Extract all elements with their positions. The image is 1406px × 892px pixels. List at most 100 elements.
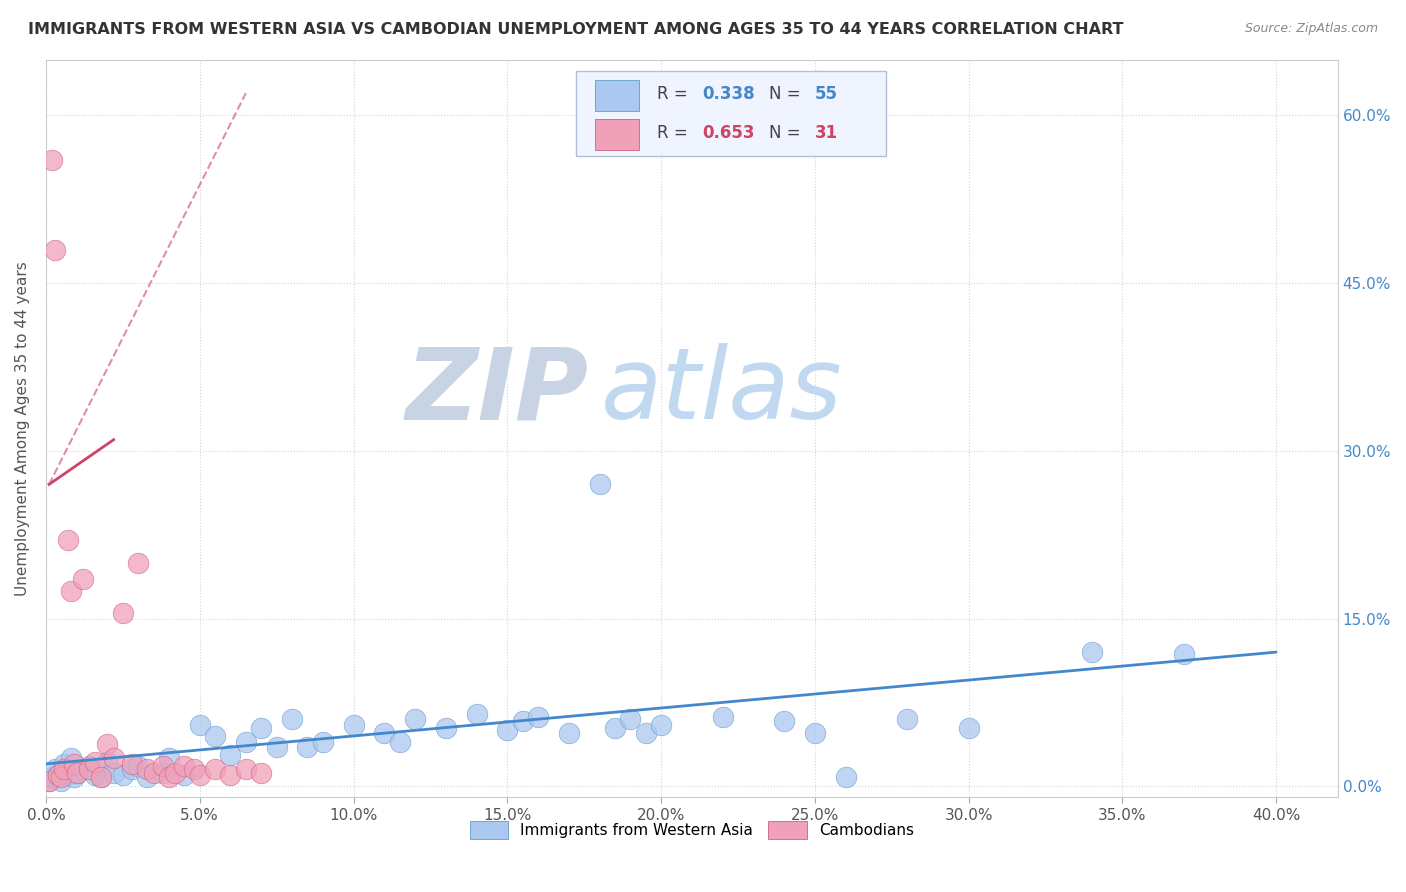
Point [152, 759, 174, 773]
Point [121, 763, 143, 777]
Text: N =: N = [769, 124, 806, 142]
Point [77, 763, 100, 777]
Point [44, 243, 66, 257]
Point [157, 770, 180, 784]
Point [136, 763, 159, 777]
Point [281, 712, 304, 726]
Point [804, 725, 827, 739]
Point [51, 770, 73, 784]
Point [465, 706, 488, 721]
Point [59, 583, 82, 598]
Point [235, 734, 257, 748]
FancyBboxPatch shape [595, 119, 638, 150]
Point [558, 725, 581, 739]
Legend: Immigrants from Western Asia, Cambodians: Immigrants from Western Asia, Cambodians [464, 815, 920, 845]
Point [773, 714, 796, 729]
Point [38, 773, 60, 788]
Text: IMMIGRANTS FROM WESTERN ASIA VS CAMBODIAN UNEMPLOYMENT AMONG AGES 35 TO 44 YEARS: IMMIGRANTS FROM WESTERN ASIA VS CAMBODIA… [28, 22, 1123, 37]
Point [235, 763, 257, 777]
Point [38, 773, 60, 788]
Point [297, 740, 319, 755]
Text: atlas: atlas [602, 343, 844, 440]
Point [312, 734, 335, 748]
Text: 0.653: 0.653 [702, 124, 755, 142]
Point [183, 763, 205, 777]
Point [111, 768, 134, 782]
FancyBboxPatch shape [575, 70, 886, 155]
Point [111, 606, 134, 620]
Point [41, 153, 63, 168]
Point [250, 721, 273, 735]
Point [219, 768, 242, 782]
Point [66, 765, 89, 780]
Point [512, 714, 534, 729]
Point [53, 756, 76, 771]
Point [142, 765, 165, 780]
Point [72, 763, 94, 777]
Point [103, 751, 125, 765]
Point [496, 723, 519, 738]
Point [53, 763, 76, 777]
Point [173, 768, 195, 782]
Point [434, 721, 457, 735]
Point [711, 710, 734, 724]
Text: R =: R = [657, 85, 693, 103]
Point [90, 770, 112, 784]
Point [136, 770, 159, 784]
Point [41, 770, 63, 784]
Point [896, 712, 918, 726]
Text: 55: 55 [814, 85, 838, 103]
Point [342, 718, 364, 732]
Text: 0.338: 0.338 [702, 85, 755, 103]
Text: ZIP: ZIP [405, 343, 589, 440]
Point [96, 737, 118, 751]
Point [1080, 645, 1102, 659]
Point [62, 770, 84, 784]
Point [188, 718, 211, 732]
Point [204, 763, 226, 777]
Point [634, 725, 657, 739]
Point [90, 770, 112, 784]
Point [603, 721, 626, 735]
Point [46, 768, 69, 782]
Point [77, 759, 100, 773]
Point [152, 765, 174, 780]
Point [66, 765, 89, 780]
Text: N =: N = [769, 85, 806, 103]
Point [127, 759, 149, 773]
Point [44, 763, 66, 777]
Y-axis label: Unemployment Among Ages 35 to 44 years: Unemployment Among Ages 35 to 44 years [15, 261, 30, 596]
Text: Source: ZipAtlas.com: Source: ZipAtlas.com [1244, 22, 1378, 36]
Point [619, 712, 641, 726]
Point [527, 710, 550, 724]
Point [266, 740, 288, 755]
Point [56, 768, 79, 782]
Point [56, 533, 79, 548]
Point [103, 765, 125, 780]
Point [957, 721, 980, 735]
Point [588, 477, 610, 491]
Point [1173, 648, 1195, 662]
Point [219, 747, 242, 762]
Point [46, 768, 69, 782]
Point [127, 556, 149, 570]
Point [157, 751, 180, 765]
Point [84, 755, 107, 769]
Point [173, 759, 195, 773]
Point [59, 751, 82, 765]
FancyBboxPatch shape [595, 79, 638, 111]
Point [388, 734, 411, 748]
Text: R =: R = [657, 124, 693, 142]
Text: 31: 31 [814, 124, 838, 142]
Point [250, 765, 273, 780]
Point [84, 768, 107, 782]
Point [204, 729, 226, 743]
Point [72, 573, 94, 587]
Point [165, 765, 187, 780]
Point [834, 770, 856, 784]
Point [373, 725, 395, 739]
Point [121, 756, 143, 771]
Point [62, 756, 84, 771]
Point [51, 773, 73, 788]
Point [96, 755, 118, 769]
